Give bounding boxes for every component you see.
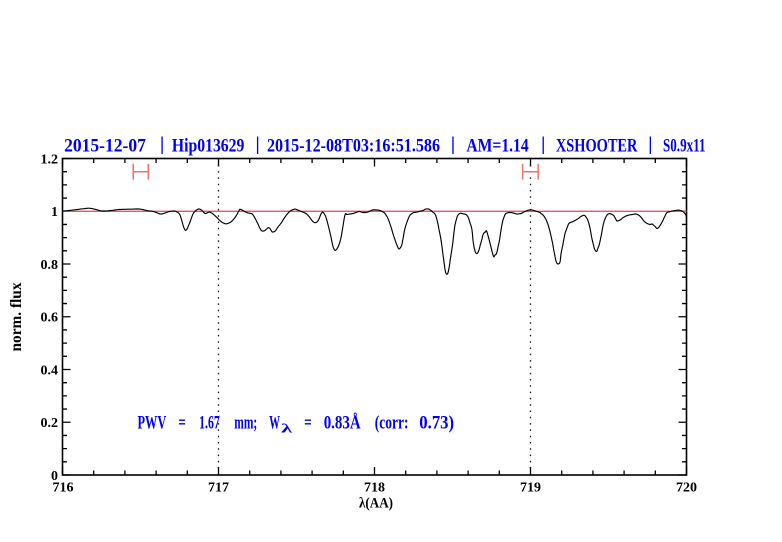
svg-text:719: 719 — [520, 481, 541, 496]
svg-text:0.83Å: 0.83Å — [324, 413, 361, 434]
svg-text:0: 0 — [51, 469, 58, 484]
svg-text:|: | — [451, 134, 455, 155]
svg-text:720: 720 — [676, 481, 697, 496]
svg-text:0.6: 0.6 — [41, 311, 59, 326]
svg-text:=: = — [178, 413, 186, 434]
svg-text:0.73): 0.73) — [419, 413, 454, 434]
svg-text:S0.9x11: S0.9x11 — [663, 136, 706, 157]
svg-text:2015-12-08T03:16:51.586: 2015-12-08T03:16:51.586 — [267, 136, 440, 157]
svg-text:717: 717 — [208, 481, 229, 496]
svg-text:1: 1 — [51, 205, 58, 220]
svg-text:AM=1.14: AM=1.14 — [466, 136, 529, 157]
svg-text:=: = — [304, 413, 312, 434]
svg-text:|: | — [541, 134, 545, 155]
svg-text:|: | — [648, 134, 652, 155]
svg-text:0.4: 0.4 — [41, 363, 59, 378]
svg-text:2015-12-07: 2015-12-07 — [64, 136, 146, 157]
svg-text:|: | — [256, 134, 260, 155]
svg-text:norm. flux: norm. flux — [8, 282, 25, 351]
svg-text:Hip013629: Hip013629 — [172, 136, 245, 157]
svg-text:718: 718 — [364, 481, 385, 496]
svg-text:0.8: 0.8 — [41, 258, 59, 273]
svg-text:0.2: 0.2 — [41, 416, 59, 431]
svg-text:XSHOOTER: XSHOOTER — [556, 136, 638, 157]
svg-text:λ(AA): λ(AA) — [359, 496, 393, 512]
svg-text:716: 716 — [53, 481, 74, 496]
svg-text:PWV: PWV — [138, 413, 167, 434]
svg-text:1.67: 1.67 — [199, 413, 220, 434]
svg-text:W: W — [269, 413, 280, 434]
svg-text:1.2: 1.2 — [41, 152, 59, 167]
svg-text:|: | — [160, 134, 164, 155]
svg-text:(corr:: (corr: — [375, 413, 409, 434]
svg-text:λ: λ — [281, 421, 293, 436]
svg-text:mm;: mm; — [234, 413, 257, 434]
